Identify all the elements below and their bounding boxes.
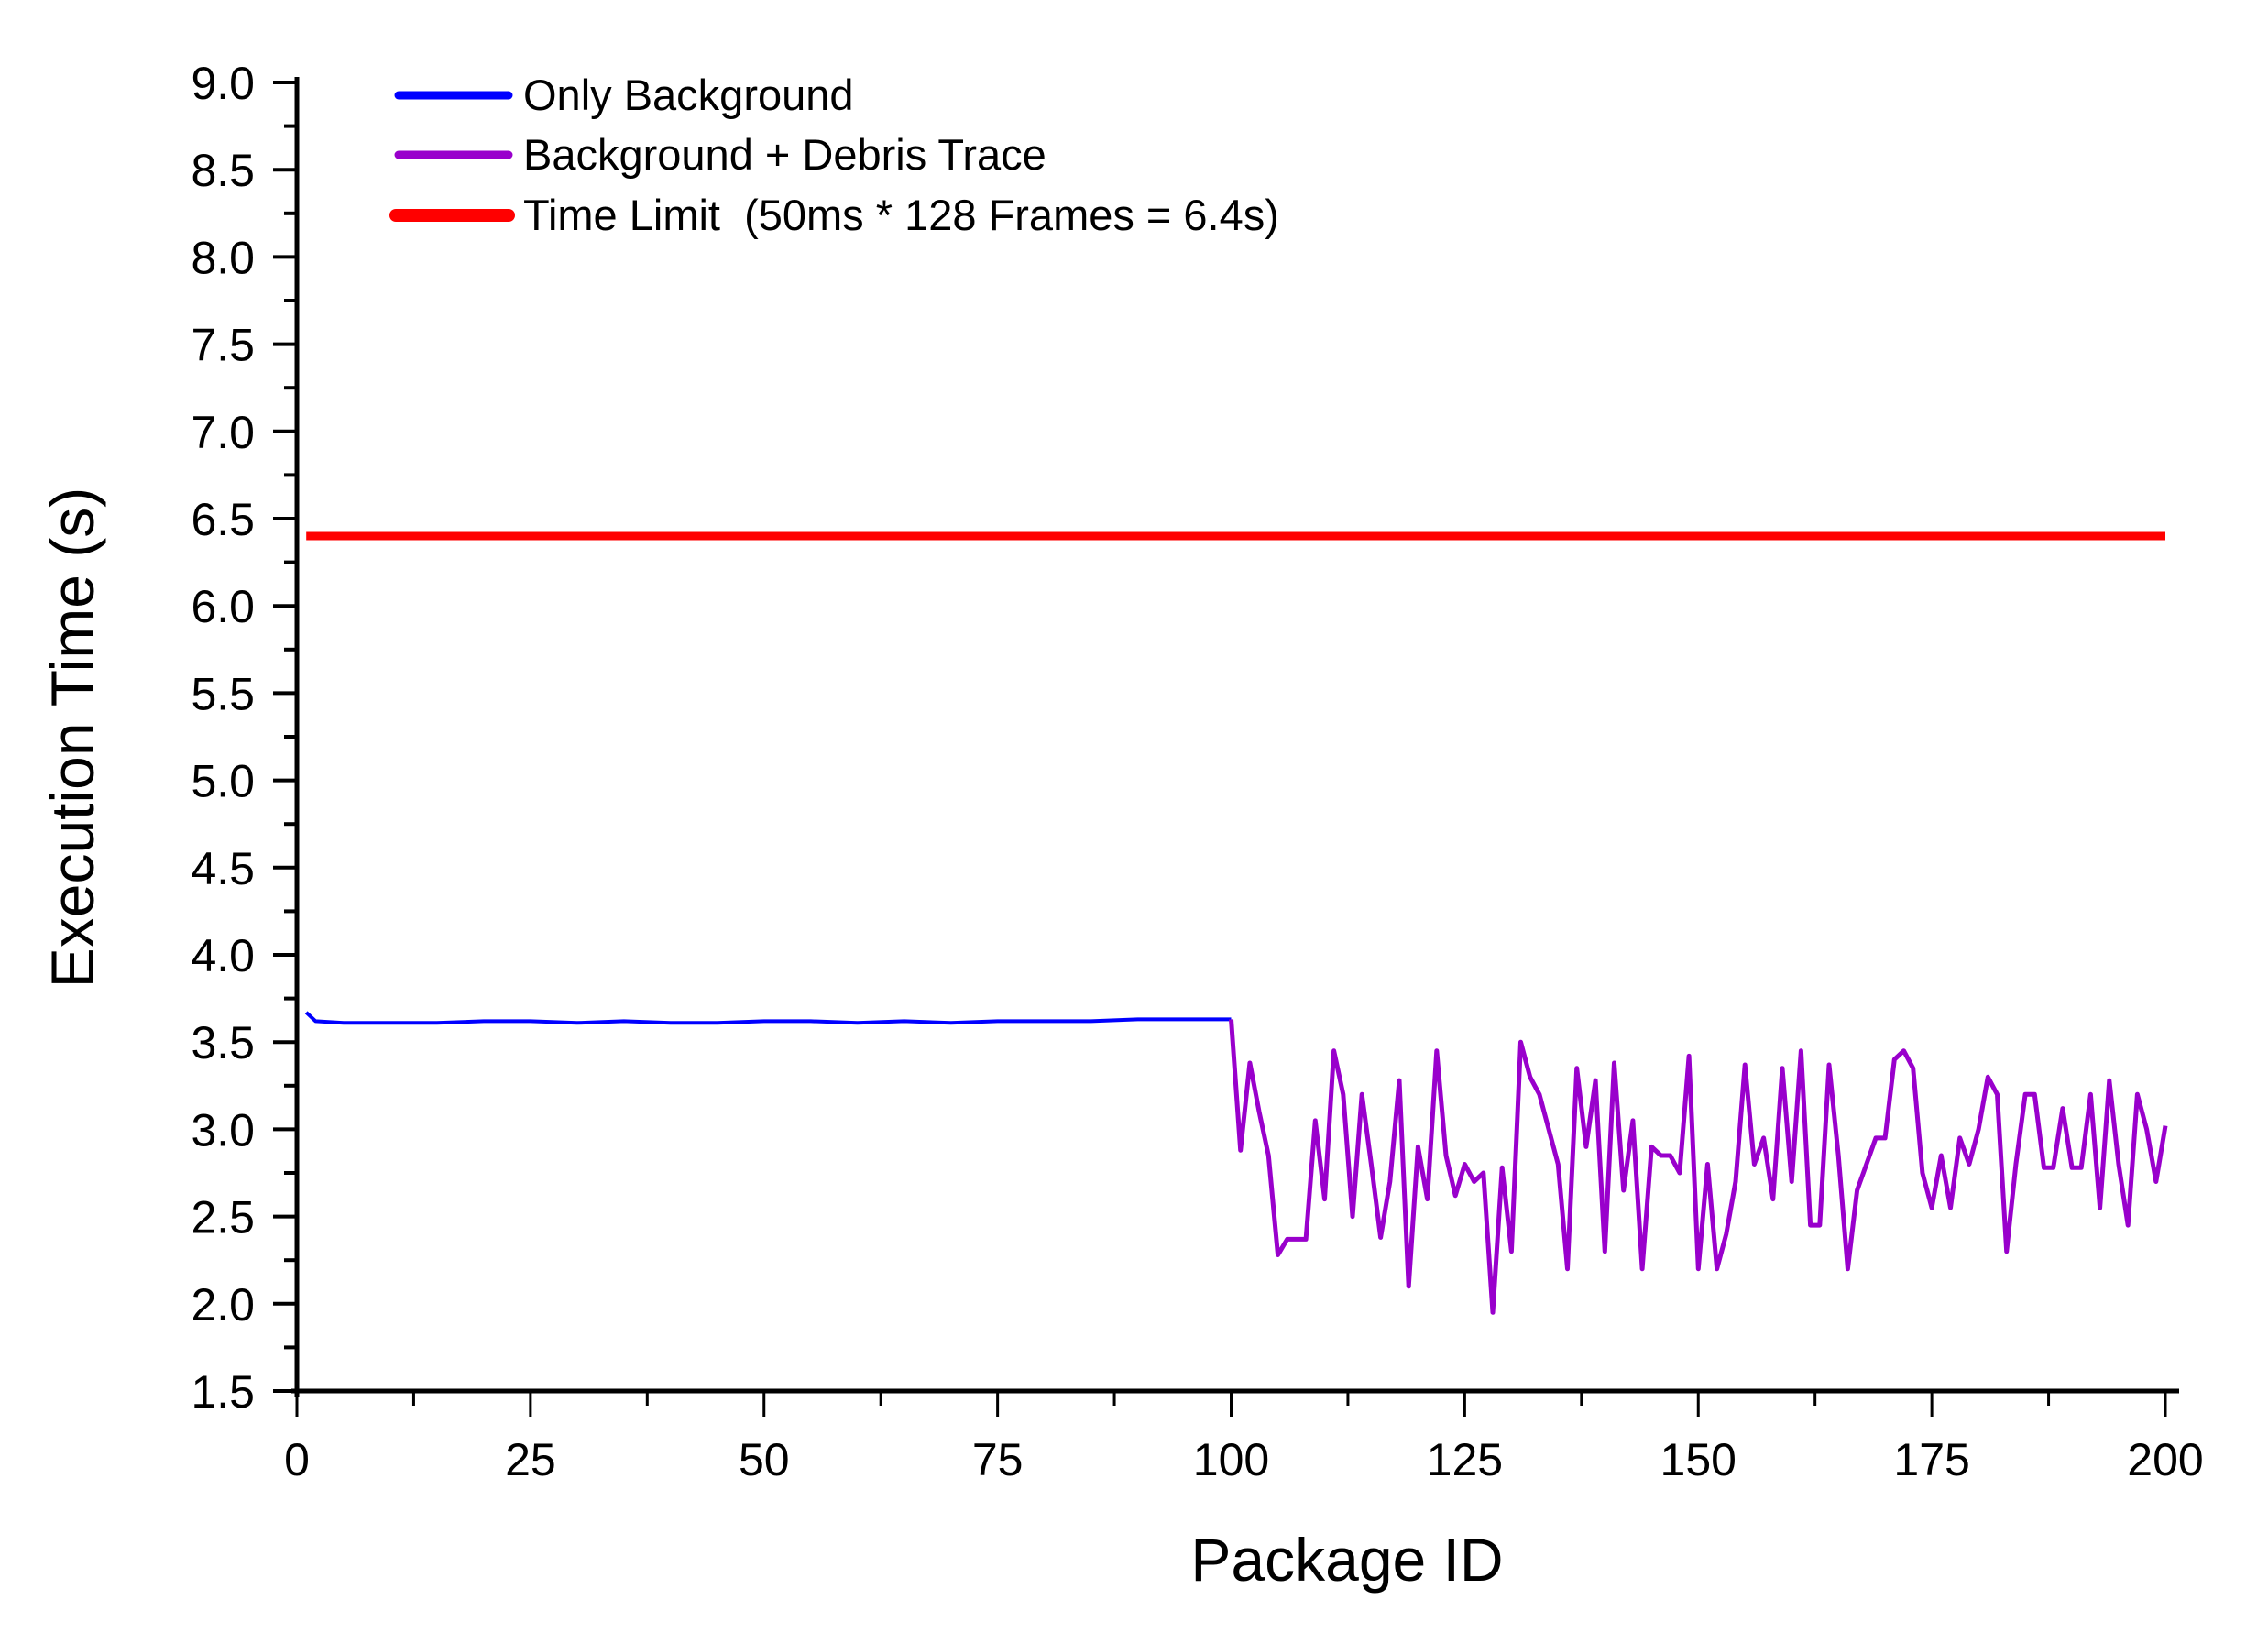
x-tick-label: 50: [739, 1434, 790, 1485]
legend-label-time-limit: Time Limit (50ms * 128 Frames = 6.4s): [523, 191, 1279, 239]
x-tick-label: 150: [1660, 1434, 1737, 1485]
y-tick-label: 7.0: [191, 407, 255, 458]
legend-label-background-debris: Background + Debris Trace: [523, 130, 1046, 179]
y-tick-label: 6.5: [191, 494, 255, 545]
plot-series: [304, 531, 2168, 1315]
only-background-line: [304, 1011, 1232, 1025]
y-tick-label: 5.0: [191, 756, 255, 807]
y-tick-label: 9.0: [191, 58, 255, 109]
y-tick-label: 5.5: [191, 668, 255, 719]
y-tick-label: 2.5: [191, 1192, 255, 1243]
y-tick-label: 4.0: [191, 930, 255, 981]
y-tick-label: 7.5: [191, 320, 255, 371]
y-tick-label: 8.5: [191, 145, 255, 196]
y-tick-label: 6.0: [191, 581, 255, 632]
x-ticks: 0 25 50 75 100 125 150 175 200: [284, 1391, 2204, 1485]
axes: 1.5 2.0 2.5 3.0 3.5 4.0 4.5 5.0 5.5 6.0 6.5 7.0 7.5 8…: [191, 58, 2203, 1485]
y-axis-title: Execution Time (s): [38, 487, 106, 989]
legend: Only Background Background + Debris Trac…: [389, 71, 1279, 239]
x-tick-label: 175: [1893, 1434, 1969, 1485]
x-tick-label: 200: [2127, 1434, 2203, 1485]
x-tick-label: 100: [1193, 1434, 1269, 1485]
y-ticks: 1.5 2.0 2.5 3.0 3.5 4.0 4.5 5.0 5.5 6.0 6.5 7.0 7.5 8…: [191, 58, 297, 1418]
x-tick-label: 25: [505, 1434, 556, 1485]
y-tick-label: 3.5: [191, 1017, 255, 1068]
y-tick-label: 8.0: [191, 232, 255, 283]
x-tick-label: 75: [972, 1434, 1024, 1485]
y-tick-label: 1.5: [191, 1366, 255, 1418]
x-tick-label: 0: [284, 1434, 310, 1485]
legend-label-only-background: Only Background: [523, 71, 854, 119]
y-tick-label: 4.5: [191, 843, 255, 894]
background-debris-line: [1229, 1019, 2168, 1315]
x-axis-title: Package ID: [1190, 1526, 1503, 1594]
y-tick-label: 2.0: [191, 1279, 255, 1331]
x-tick-label: 125: [1427, 1434, 1503, 1485]
y-tick-label: 3.0: [191, 1104, 255, 1156]
